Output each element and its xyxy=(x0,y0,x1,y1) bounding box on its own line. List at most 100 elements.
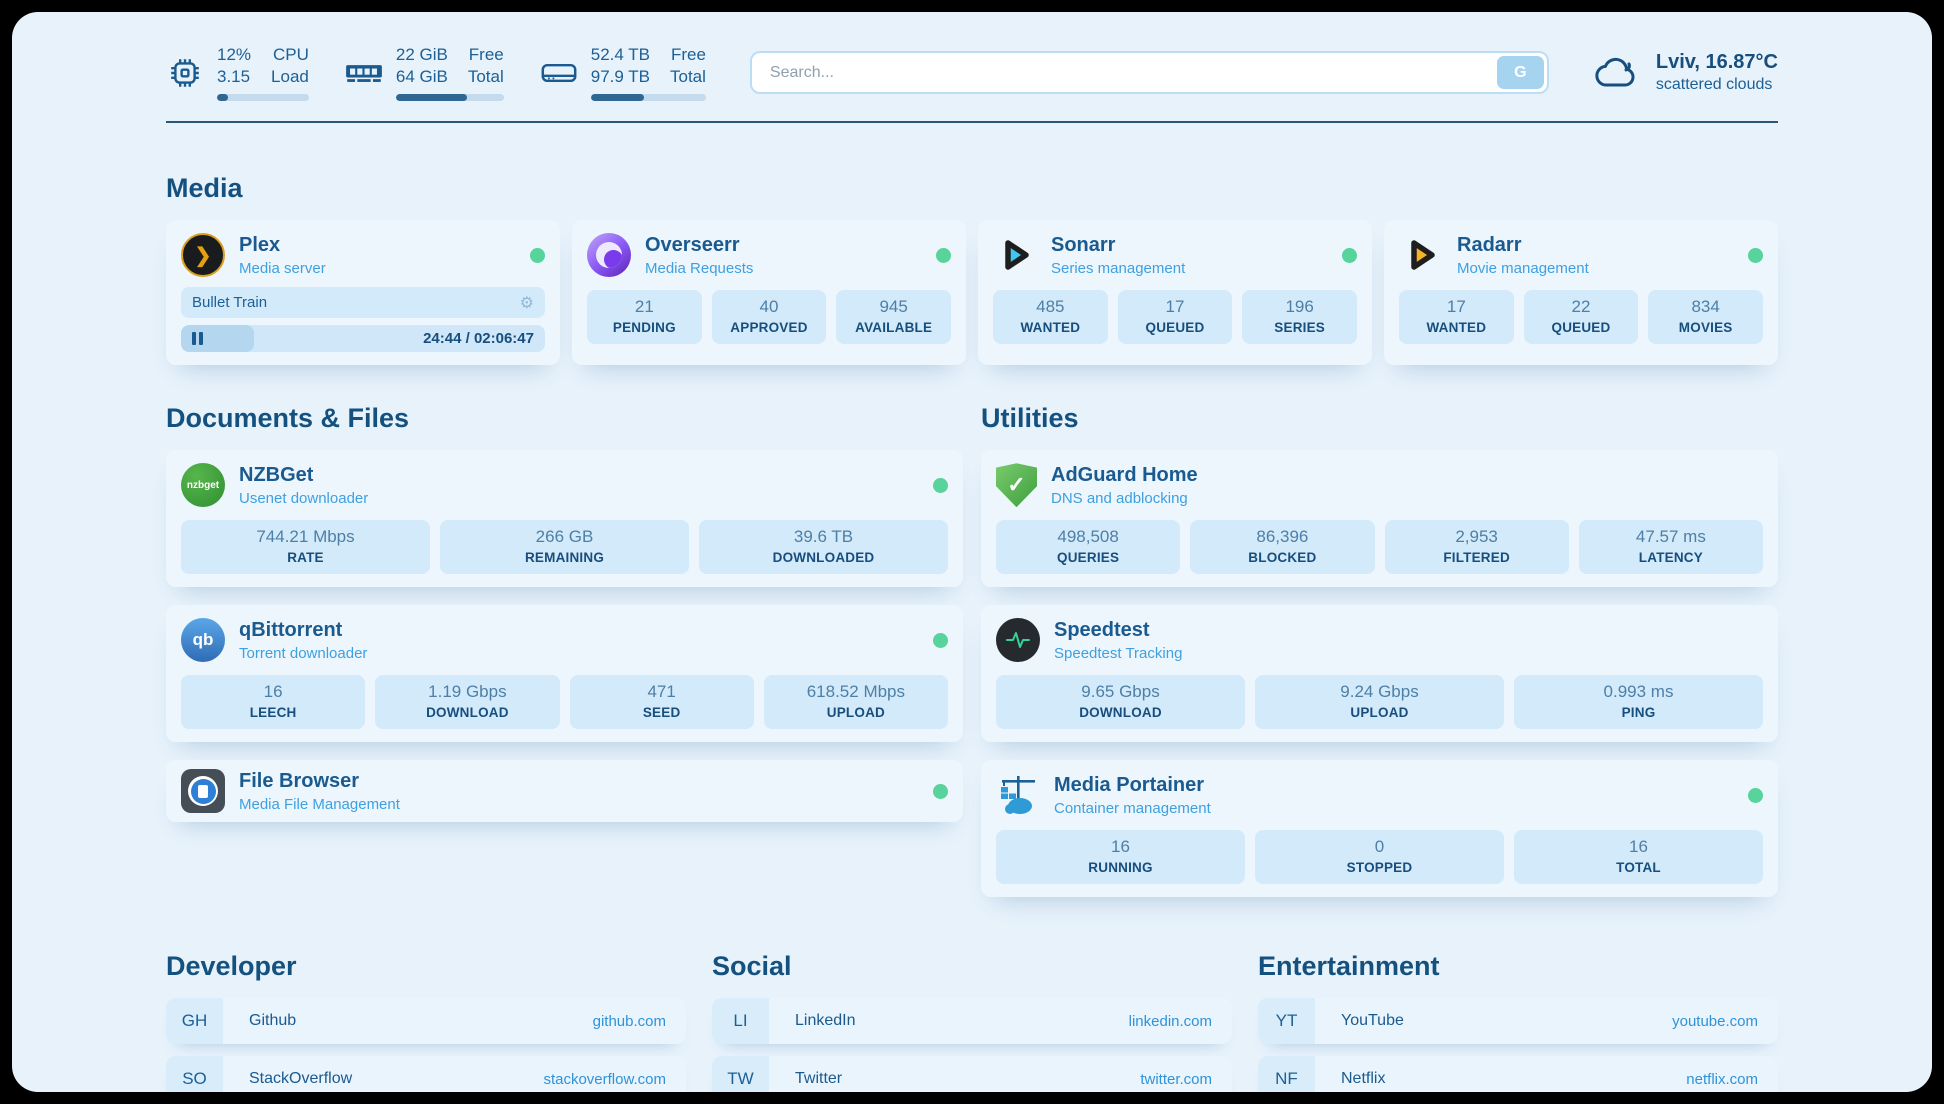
app-card-overseerr[interactable]: Overseerr Media Requests 21 PENDING 40 A… xyxy=(572,220,966,366)
system-stats: 12% 3.15 CPU Load xyxy=(166,44,706,102)
section-title-developer: Developer xyxy=(166,951,297,982)
app-card-portainer[interactable]: Media Portainer Container management 16 … xyxy=(981,760,1778,898)
app-subtitle: Usenet downloader xyxy=(239,489,369,507)
status-dot xyxy=(1748,247,1763,263)
app-card-nzbget[interactable]: nzbget NZBGet Usenet downloader 744.21 M… xyxy=(166,450,963,588)
link-url[interactable]: linkedin.com xyxy=(1128,1012,1212,1030)
stat-tile: 17 WANTED xyxy=(1399,290,1514,345)
app-name: NZBGet xyxy=(239,463,314,486)
link-badge: TW xyxy=(712,1056,769,1092)
app-card-plex[interactable]: ❯ Plex Media server Bullet Train ⚙ 24:44… xyxy=(166,220,560,366)
link-name: Github xyxy=(249,1012,297,1030)
speedtest-icon xyxy=(996,618,1040,663)
stat-tile: 17 QUEUED xyxy=(1117,290,1233,345)
section-title-media: Media xyxy=(166,173,243,204)
link-row-stackoverflow[interactable]: SO StackOverflow stackoverflow.com xyxy=(166,1056,686,1092)
stat-tile: 86,396 BLOCKED xyxy=(1190,520,1375,575)
link-badge: GH xyxy=(166,998,223,1045)
stat-tile: 485 WANTED xyxy=(993,290,1108,345)
top-bar: 12% 3.15 CPU Load xyxy=(166,12,1778,102)
stat-tile: 834 MOVIES xyxy=(1648,290,1763,345)
memory-icon xyxy=(345,54,383,92)
search-container: G xyxy=(749,51,1549,95)
link-row-linkedin[interactable]: LI LinkedIn linkedin.com xyxy=(712,998,1232,1045)
link-url[interactable]: twitter.com xyxy=(1140,1070,1212,1088)
filebrowser-icon xyxy=(181,769,225,814)
developer-section: Developer GH Github github.com SO StackO… xyxy=(166,951,686,1092)
app-name: Plex xyxy=(239,233,281,256)
app-subtitle: Series management xyxy=(1051,259,1186,277)
link-url[interactable]: youtube.com xyxy=(1672,1012,1758,1030)
disk-icon xyxy=(540,54,578,92)
app-card-speedtest[interactable]: Speedtest Speedtest Tracking 9.65 Gbps D… xyxy=(981,605,1778,743)
sonarr-icon xyxy=(993,233,1037,277)
link-row-github[interactable]: GH Github github.com xyxy=(166,998,686,1045)
stat-tile: 22 QUEUED xyxy=(1523,290,1639,345)
status-dot xyxy=(530,247,545,263)
link-row-youtube[interactable]: YT YouTube youtube.com xyxy=(1258,998,1778,1045)
weather-condition: scattered clouds xyxy=(1655,76,1773,94)
playback-settings-icon[interactable]: ⚙ xyxy=(519,294,534,312)
stat-tile: 471 SEED xyxy=(569,675,754,730)
disk-progress-bar xyxy=(590,94,706,102)
link-url[interactable]: github.com xyxy=(592,1012,666,1030)
section-title-documents: Documents & Files xyxy=(166,403,410,434)
now-playing-title: Bullet Train xyxy=(192,294,268,312)
app-card-sonarr[interactable]: Sonarr Series management 485 WANTED 17 Q… xyxy=(978,220,1372,366)
adguard-icon: ✓ xyxy=(996,463,1037,508)
stat-tile: 498,508 QUERIES xyxy=(996,520,1181,575)
app-subtitle: DNS and adblocking xyxy=(1051,489,1188,507)
link-url[interactable]: netflix.com xyxy=(1686,1070,1758,1088)
link-row-twitter[interactable]: TW Twitter twitter.com xyxy=(712,1056,1232,1092)
link-badge: LI xyxy=(712,998,769,1045)
entertainment-section: Entertainment YT YouTube youtube.com NF … xyxy=(1258,951,1778,1092)
app-subtitle: Movie management xyxy=(1457,259,1589,277)
link-badge: NF xyxy=(1258,1056,1315,1092)
app-card-radarr[interactable]: Radarr Movie management 17 WANTED 22 QUE… xyxy=(1384,220,1778,366)
memory-progress-bar xyxy=(395,94,504,102)
app-name: Media Portainer xyxy=(1054,773,1205,796)
stat-tile: 21 PENDING xyxy=(587,290,702,345)
playback-progress-bar[interactable]: 24:44 / 02:06:47 xyxy=(181,325,545,353)
app-subtitle: Media Requests xyxy=(645,259,754,277)
link-name: YouTube xyxy=(1341,1012,1404,1030)
app-subtitle: Media File Management xyxy=(239,795,400,813)
link-url[interactable]: stackoverflow.com xyxy=(543,1070,666,1088)
app-card-filebrowser[interactable]: File Browser Media File Management xyxy=(166,760,963,823)
cloud-icon xyxy=(1593,53,1641,93)
app-card-adguard[interactable]: ✓ AdGuard Home DNS and adblocking 498,50… xyxy=(981,450,1778,588)
pause-icon[interactable] xyxy=(192,332,203,346)
header-divider xyxy=(166,121,1778,124)
status-dot xyxy=(933,632,948,648)
memory-stat: 22 GiB 64 GiB Free Total xyxy=(345,44,504,102)
stat-tile: 16 LEECH xyxy=(181,675,366,730)
app-subtitle: Speedtest Tracking xyxy=(1054,644,1183,662)
now-playing-row: Bullet Train ⚙ xyxy=(181,287,545,319)
status-dot xyxy=(933,783,948,799)
dashboard-panel: 12% 3.15 CPU Load xyxy=(12,12,1932,1092)
cpu-labels: CPU Load xyxy=(271,45,309,87)
stat-tile: 1.19 Gbps DOWNLOAD xyxy=(375,675,560,730)
link-badge: YT xyxy=(1258,998,1315,1045)
search-engine-button[interactable]: G xyxy=(1496,56,1544,90)
disk-values: 52.4 TB 97.9 TB xyxy=(590,45,650,87)
nzbget-icon: nzbget xyxy=(181,463,225,508)
app-name: AdGuard Home xyxy=(1051,463,1198,486)
search-input[interactable] xyxy=(749,51,1549,95)
stat-tile: 9.24 Gbps UPLOAD xyxy=(1255,675,1504,730)
utilities-column: Utilities ✓ AdGuard Home DNS and adblock… xyxy=(981,403,1778,898)
app-name: Overseerr xyxy=(645,233,740,256)
qbittorrent-icon: qb xyxy=(181,618,225,663)
disk-labels: Free Total xyxy=(670,45,706,87)
stat-tile: 945 AVAILABLE xyxy=(836,290,951,345)
link-row-netflix[interactable]: NF Netflix netflix.com xyxy=(1258,1056,1778,1092)
stat-tile: 744.21 Mbps RATE xyxy=(181,520,430,575)
weather-widget: Lviv, 16.87°C scattered clouds xyxy=(1593,51,1778,94)
overseerr-icon xyxy=(587,233,631,278)
stat-tile: 0 STOPPED xyxy=(1255,830,1504,885)
app-card-qbittorrent[interactable]: qb qBittorrent Torrent downloader 16 LEE… xyxy=(166,605,963,743)
status-dot xyxy=(933,477,948,493)
status-dot xyxy=(1748,787,1763,803)
app-name: Radarr xyxy=(1457,233,1522,256)
app-name: File Browser xyxy=(239,769,360,792)
